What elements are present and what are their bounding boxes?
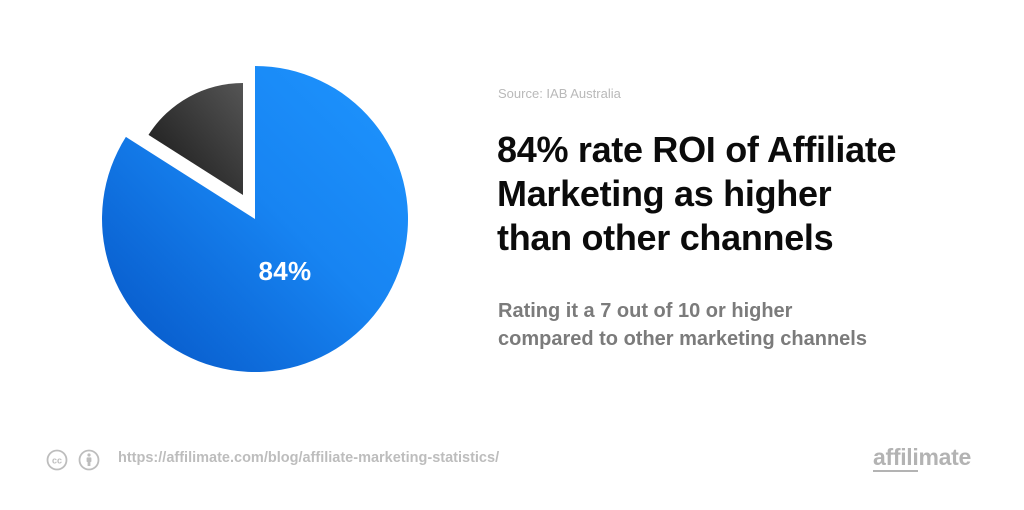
headline: 84% rate ROI of Affiliate Marketing as h…	[497, 128, 977, 260]
subtext-line: compared to other marketing channels	[498, 328, 867, 350]
subtext: Rating it a 7 out of 10 or higher compar…	[498, 297, 938, 353]
pie-slice-label: 84%	[258, 256, 312, 286]
headline-line: than other channels	[497, 217, 834, 258]
pie-slice-84	[102, 66, 409, 372]
affilimate-logo: affilimate	[873, 444, 971, 472]
attribution-icon	[78, 449, 100, 471]
headline-line: Marketing as higher	[497, 173, 832, 214]
pie-slice-16	[148, 83, 243, 195]
headline-line: 84% rate ROI of Affiliate	[497, 129, 897, 170]
svg-text:cc: cc	[52, 456, 62, 466]
source-text: Source: IAB Australia	[498, 86, 621, 101]
logo-underlined-part: affili	[873, 444, 919, 472]
logo-rest: mate	[918, 444, 971, 470]
source-url-link[interactable]: https://affilimate.com/blog/affiliate-ma…	[118, 450, 500, 466]
creative-commons-icon: cc	[46, 449, 68, 471]
subtext-line: Rating it a 7 out of 10 or higher	[498, 300, 793, 322]
